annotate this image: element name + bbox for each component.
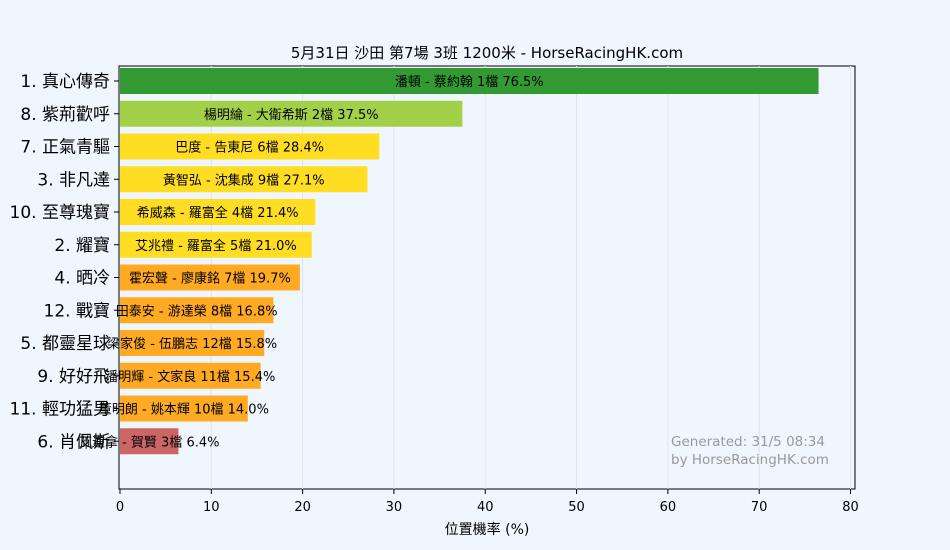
x-tick-label: 20 — [294, 500, 311, 515]
bar-value-label: 霍宏聲 - 廖康銘 7檔 19.7% — [129, 271, 291, 287]
bar-value-label: 董明朗 - 姚本輝 10檔 14.0% — [99, 403, 269, 418]
annotation-line-1: Generated: 31/5 08:34 — [671, 434, 825, 450]
x-tick-label: 50 — [568, 500, 585, 515]
bar-value-label: 潘明輝 - 文家良 11檔 15.4% — [105, 369, 275, 385]
y-category-label: 3. 非凡達 — [37, 170, 110, 190]
x-axis-ticks: 0 10 20 30 40 50 60 70 80 — [116, 489, 859, 515]
annotation-line-2: by HorseRacingHK.com — [671, 452, 829, 468]
bar-value-label: 田泰安 - 游達榮 8檔 16.8% — [116, 304, 278, 319]
bar-value-label: 黃智弘 - 沈集成 9檔 27.1% — [163, 172, 325, 188]
y-axis-ticks: 1. 真心傳奇 8. 紫荊歡呼 7. 正氣青驅 3. 非凡達 10. 至尊瑰寶 2. 耀寶… — [10, 72, 119, 452]
y-category-label: 11. 輕功猛男 — [10, 400, 110, 420]
y-category-label: 6. 肖佩斯 — [37, 432, 110, 452]
x-tick-label: 60 — [660, 500, 677, 515]
bar — [120, 166, 368, 193]
bar — [120, 330, 265, 356]
bar-value-label: 巴度 - 告東尼 6檔 28.4% — [175, 140, 324, 156]
y-category-label: 5. 都靈星球 — [20, 334, 110, 354]
x-axis-label: 位置機率 (%) — [445, 521, 530, 538]
x-tick-label: 70 — [751, 500, 768, 515]
bar — [120, 362, 261, 389]
bars — [120, 68, 819, 455]
bar — [120, 428, 179, 455]
bar — [120, 231, 312, 258]
bar — [120, 100, 463, 127]
x-tick-label: 80 — [842, 500, 859, 515]
chart-title: 5月31日 沙田 第7場 3班 1200米 - HorseRacingHK.co… — [291, 44, 683, 62]
bar-value-label: 梁家俊 - 伍鵬志 12檔 15.8% — [107, 336, 277, 352]
x-tick-label: 10 — [203, 500, 220, 515]
y-category-label: 4. 晒冷 — [54, 269, 110, 289]
y-category-label: 1. 真心傳奇 — [20, 72, 110, 92]
y-category-label: 7. 正氣青驅 — [20, 138, 110, 158]
x-tick-label: 40 — [477, 500, 494, 515]
y-category-label: 12. 戰寶 — [44, 300, 110, 321]
bar-value-label: 艾兆禮 - 羅富全 5檔 21.0% — [135, 238, 297, 254]
x-tick-label: 30 — [386, 500, 403, 515]
y-category-label: 9. 好好飛 — [37, 367, 110, 387]
bar — [120, 297, 274, 324]
bar — [120, 68, 819, 94]
bar — [120, 264, 300, 291]
bar-value-label: 潘頓 - 蔡約翰 1檔 76.5% — [395, 75, 544, 90]
y-category-label: 10. 至尊瑰寶 — [10, 202, 110, 223]
bar-value-label: 希威森 - 羅富全 4檔 21.4% — [137, 205, 299, 221]
y-category-label: 8. 紫荊歡呼 — [20, 105, 110, 125]
bar — [120, 199, 316, 225]
bar-value-label: 艾道拿 - 賀賢 3檔 6.4% — [79, 434, 220, 450]
bar — [120, 395, 248, 422]
bar-labels: 潘頓 - 蔡約翰 1檔 76.5% 楊明綸 - 大衛希斯 2檔 37.5% 巴度 -… — [79, 75, 544, 450]
x-tick-label: 0 — [116, 500, 124, 515]
bar — [120, 133, 380, 160]
bar-value-label: 楊明綸 - 大衛希斯 2檔 37.5% — [204, 107, 379, 123]
y-category-label: 2. 耀寶 — [54, 235, 110, 256]
